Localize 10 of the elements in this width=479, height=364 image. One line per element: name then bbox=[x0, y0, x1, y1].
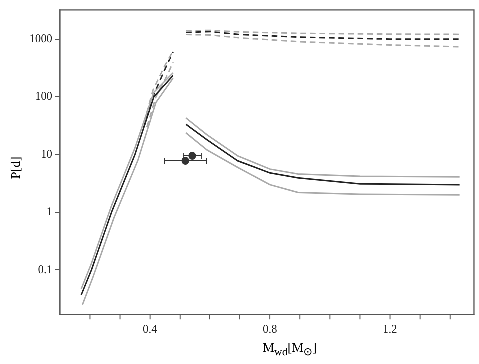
x-tick-label: 0.4 bbox=[143, 322, 158, 336]
y-tick-label: 1 bbox=[46, 205, 53, 219]
y-tick-label: 1000 bbox=[30, 32, 53, 46]
x-axis-title: M$_{wd}$[M$_{⊙}$] bbox=[262, 340, 318, 359]
y-tick-label: 0.1 bbox=[38, 263, 53, 276]
x-tick-label: 1.2 bbox=[383, 322, 398, 336]
y-tick-label: 10 bbox=[41, 148, 53, 161]
y-axis-title: P[d] bbox=[8, 156, 24, 182]
y-tick-label: 100 bbox=[35, 90, 53, 104]
x-tick-label: 0.8 bbox=[263, 322, 278, 336]
